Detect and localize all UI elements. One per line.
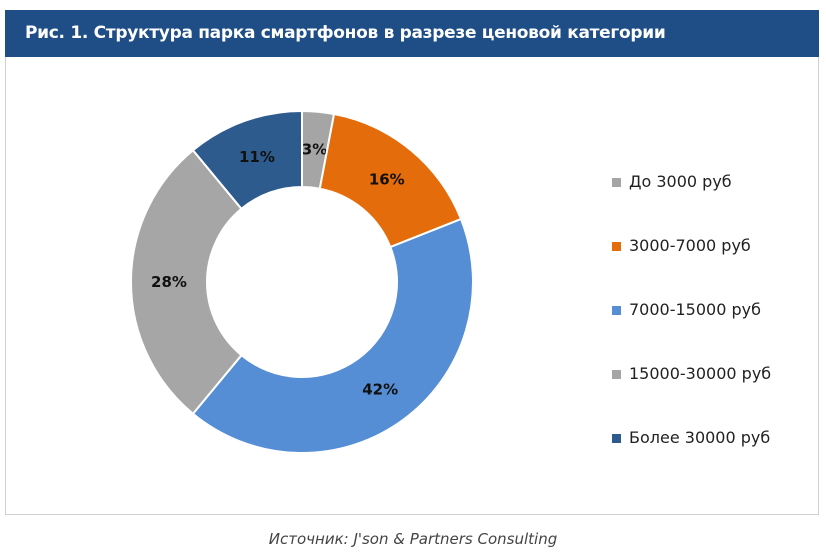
source-note: Источник: J'son & Partners Consulting: [268, 530, 558, 548]
donut-slice: [191, 217, 474, 454]
legend-swatch: [612, 370, 621, 379]
legend-label: 7000-15000 руб: [629, 300, 761, 319]
legend: До 3000 руб 3000-7000 руб 7000-15000 руб 15…: [612, 172, 771, 492]
legend-label: Более 30000 руб: [629, 428, 771, 447]
data-label: 3%: [302, 141, 327, 159]
donut-slice: [130, 148, 243, 416]
legend-swatch: [612, 434, 621, 443]
donut-slice: [191, 109, 303, 211]
legend-item: 7000-15000 руб: [612, 300, 771, 364]
legend-label: 15000-30000 руб: [629, 364, 772, 383]
data-label: 11%: [239, 148, 275, 166]
legend-swatch: [612, 178, 621, 187]
figure-title: Рис. 1. Структура парка смартфонов в раз…: [5, 10, 819, 57]
legend-label: 3000-7000 руб: [629, 236, 751, 255]
data-label: 42%: [362, 381, 398, 399]
legend-swatch: [612, 306, 621, 315]
data-label: 16%: [369, 171, 405, 189]
legend-item: До 3000 руб: [612, 172, 771, 236]
legend-item: 3000-7000 руб: [612, 236, 771, 300]
legend-item: Более 30000 руб: [612, 428, 771, 492]
legend-item: 15000-30000 руб: [612, 364, 771, 428]
legend-swatch: [612, 242, 621, 251]
legend-label: До 3000 руб: [629, 172, 732, 191]
data-label: 28%: [151, 273, 187, 291]
